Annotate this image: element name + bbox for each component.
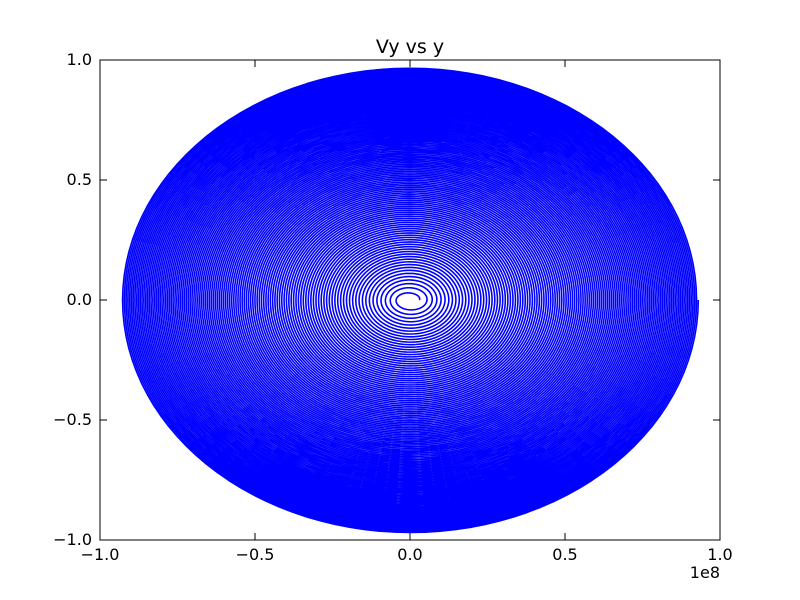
y-tick-label: −1.0 (53, 530, 92, 549)
y-tick-label: −0.5 (53, 410, 92, 429)
x-tick-label: 0.5 (552, 545, 577, 564)
x-tick-label: −0.5 (236, 545, 275, 564)
ticks-layer: −1.0 −0.5 0.0 0.5 1.0 −1.0 −0.5 0.0 0.5 1.0 (53, 50, 733, 564)
y-tick-label: 0.5 (67, 170, 92, 189)
x-tick-label: 1.0 (707, 545, 732, 564)
x-tick-label: −1.0 (81, 545, 120, 564)
x-offset-label: 1e8 (690, 563, 720, 582)
series-line (121, 67, 700, 534)
y-tick-label: 1.0 (67, 50, 92, 69)
series-layer (121, 67, 700, 534)
y-tick-label: 0.0 (67, 290, 92, 309)
x-tick-label: 0.0 (397, 545, 422, 564)
chart-title: Vy vs y (376, 36, 444, 58)
